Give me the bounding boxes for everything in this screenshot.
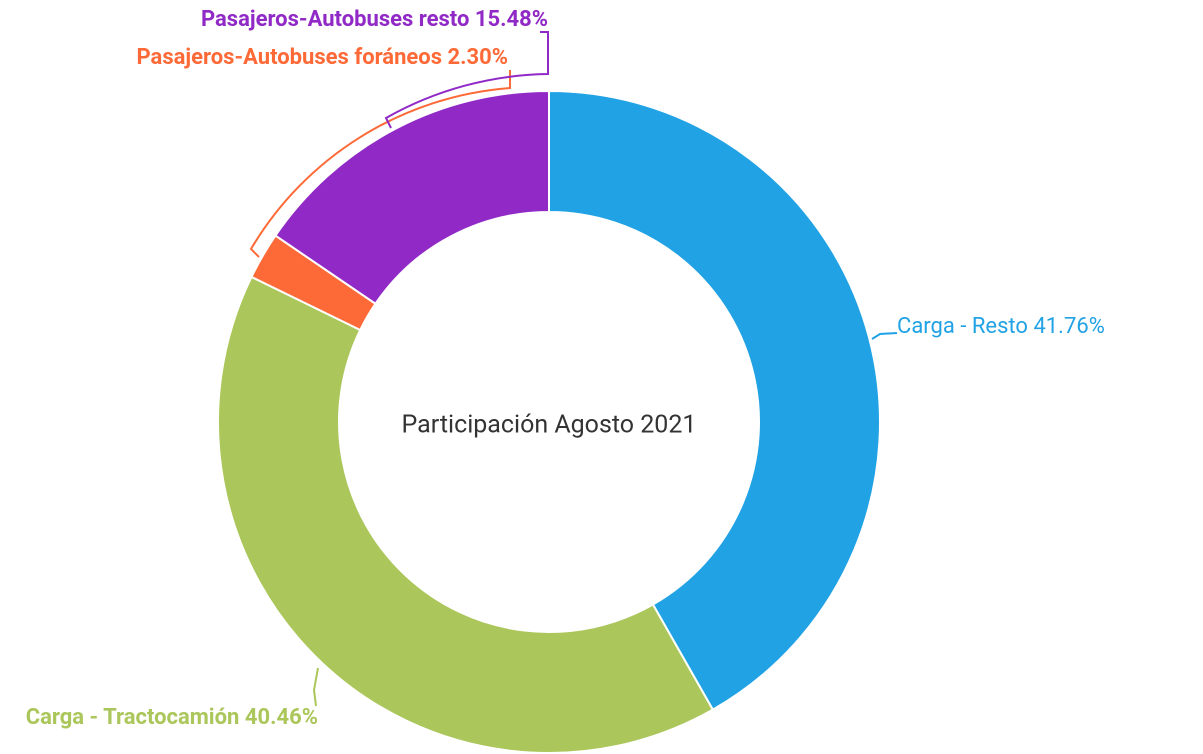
slice-label-value: 41.76%	[1033, 314, 1104, 339]
donut-slice	[217, 275, 715, 754]
slice-label-name: Pasajeros-Autobuses resto	[201, 7, 469, 32]
leader-line	[384, 31, 549, 129]
leader-lines	[249, 31, 898, 707]
donut-slice	[274, 89, 550, 306]
slice-label: Carga - Resto 41.76%	[897, 314, 1105, 339]
leader-line	[871, 332, 898, 340]
leader-line	[249, 70, 511, 258]
slice-label-value: 15.48%	[475, 7, 548, 32]
chart-title: Participación Agosto 2021	[402, 411, 697, 440]
slice-label-name: Carga - Resto	[897, 314, 1028, 339]
slice-label-value: 40.46%	[245, 705, 318, 730]
donut-slice	[548, 89, 881, 711]
slice-label-name: Carga - Tractocamión	[26, 705, 240, 730]
leader-line	[312, 667, 319, 707]
slice-label: Pasajeros-Autobuses foráneos 2.30%	[136, 45, 508, 70]
slice-label: Carga - Tractocamión 40.46%	[26, 705, 318, 730]
slice-label-value: 2.30%	[447, 45, 508, 70]
slice-label: Pasajeros-Autobuses resto 15.48%	[201, 7, 548, 32]
slice-label-name: Pasajeros-Autobuses foráneos	[136, 45, 442, 70]
